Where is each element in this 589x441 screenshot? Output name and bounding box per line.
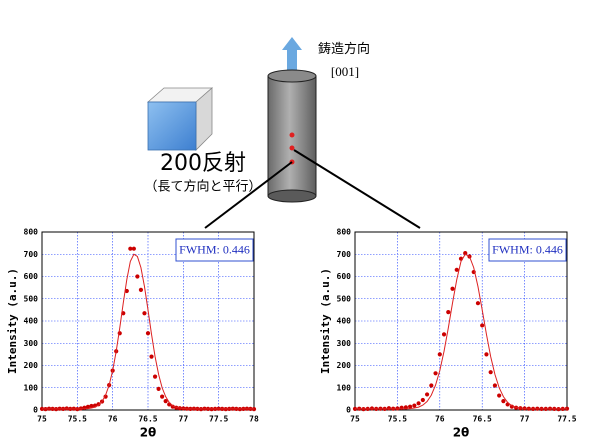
y-axis-label: Intensity (a.u.) xyxy=(319,268,332,374)
annotation: FWHM: 0.446 xyxy=(179,242,250,256)
y-tick-label: 300 xyxy=(337,339,352,348)
data-point xyxy=(139,288,143,292)
x-tick-label: 76.5 xyxy=(473,415,492,424)
data-point xyxy=(450,287,454,291)
figure: 鋳造方向 [001] 200反射 （長て方向と平行） 0 100 200 300 400… xyxy=(0,0,589,441)
y-tick-label: 200 xyxy=(24,361,39,370)
data-point xyxy=(149,355,153,359)
data-point xyxy=(501,399,505,403)
y-tick-label: 100 xyxy=(24,383,39,392)
data-point xyxy=(421,398,425,402)
y-tick-label: 500 xyxy=(24,294,39,303)
cube xyxy=(148,88,212,150)
y-axis-label: Intensity (a.u.) xyxy=(6,268,19,374)
x-tick-label: 76 xyxy=(435,415,445,424)
charts: 0 100 200 300 400 500 600 700 800 75 75.5 76 76.5 77 7… xyxy=(6,228,577,440)
x-tick-label: 77 xyxy=(179,415,189,424)
data-point xyxy=(132,247,136,251)
y-tick-label: 400 xyxy=(24,317,39,326)
y-tick-label: 600 xyxy=(24,272,39,281)
data-point xyxy=(160,395,164,399)
data-point xyxy=(489,370,493,374)
direction-label: 鋳造方向 xyxy=(318,41,370,56)
x-tick-label: 75.5 xyxy=(388,415,407,424)
data-point xyxy=(425,392,429,396)
data-point xyxy=(387,406,391,410)
data-point xyxy=(157,387,161,391)
data-point xyxy=(412,403,416,407)
data-point xyxy=(446,310,450,314)
reflection-note: （長て方向と平行） xyxy=(144,179,261,195)
x-tick-label: 78 xyxy=(249,415,259,424)
data-point xyxy=(135,274,139,278)
x-axis-label: 2θ xyxy=(453,426,470,440)
data-point xyxy=(493,383,497,387)
data-point xyxy=(484,352,488,356)
data-point xyxy=(480,323,484,327)
y-tick-label: 200 xyxy=(337,361,352,370)
data-point xyxy=(146,331,150,335)
data-point xyxy=(142,311,146,315)
x-tick-label: 77.5 xyxy=(557,415,576,424)
y-tick-label: 700 xyxy=(337,250,352,259)
data-point xyxy=(442,332,446,336)
y-tick-label: 400 xyxy=(337,317,352,326)
reflection-label: 200反射 xyxy=(160,151,246,176)
x-tick-label: 75 xyxy=(37,415,47,424)
data-point xyxy=(438,352,442,356)
x-axis-label: 2θ xyxy=(140,426,157,440)
direction-index: [001] xyxy=(331,64,359,79)
data-point xyxy=(153,375,157,379)
annotation: FWHM: 0.446 xyxy=(492,242,563,256)
data-point xyxy=(417,401,421,405)
y-tick-label: 0 xyxy=(346,406,351,415)
direction-arrow xyxy=(282,37,302,70)
y-tick-label: 0 xyxy=(33,406,38,415)
y-tick-label: 500 xyxy=(337,294,352,303)
y-tick-label: 300 xyxy=(24,339,39,348)
data-point xyxy=(476,301,480,305)
y-tick-label: 100 xyxy=(337,383,352,392)
y-tick-label: 700 xyxy=(24,250,39,259)
y-tick-label: 600 xyxy=(337,272,352,281)
x-tick-label: 75 xyxy=(350,415,360,424)
data-point xyxy=(429,383,433,387)
y-tick-label: 800 xyxy=(337,228,352,237)
x-tick-label: 77 xyxy=(520,415,530,424)
y-tick-label: 800 xyxy=(24,228,39,237)
x-tick-label: 77.5 xyxy=(209,415,228,424)
data-point xyxy=(433,371,437,375)
x-tick-label: 75.5 xyxy=(68,415,87,424)
cylinder xyxy=(268,70,316,202)
data-point xyxy=(497,393,501,397)
x-tick-label: 76 xyxy=(108,415,118,424)
x-tick-label: 76.5 xyxy=(138,415,157,424)
